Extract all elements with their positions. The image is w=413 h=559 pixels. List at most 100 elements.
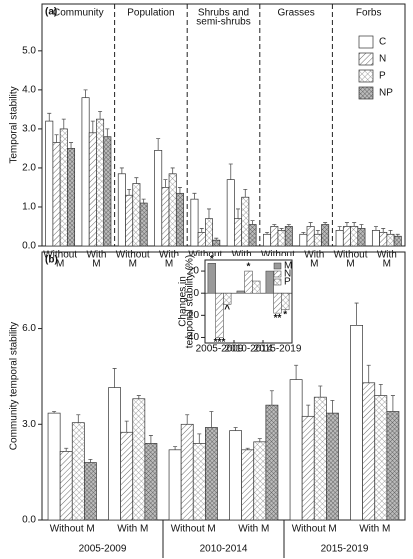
bar: [52, 142, 61, 247]
x-tick-label: Without: [188, 250, 222, 261]
y-tick-label: 0.0: [22, 515, 36, 526]
legend-label: P: [379, 71, 386, 82]
bar: [192, 443, 206, 521]
x-tick-label: M: [56, 259, 64, 270]
y-axis-label: Temporal stability: [9, 86, 20, 163]
error-bar: [177, 187, 182, 194]
error-bar: [76, 414, 81, 423]
bar: [108, 387, 122, 521]
bar: [215, 292, 224, 338]
error-bar: [112, 368, 117, 388]
y-tick-label: -20: [185, 310, 200, 321]
group-label: Population: [127, 8, 174, 19]
error-bar: [294, 364, 299, 380]
error-bar: [199, 228, 204, 233]
plot-frame: [41, 251, 406, 521]
bar: [197, 231, 206, 247]
bar: [357, 228, 366, 247]
error-bar: [98, 110, 103, 120]
bar: [45, 120, 54, 247]
error-bar: [192, 192, 197, 200]
error-bar: [134, 177, 139, 184]
significance-mark: *: [210, 254, 214, 265]
x-tick-label: M: [310, 259, 318, 270]
significance-mark: ^: [224, 304, 230, 315]
bar: [386, 233, 395, 247]
bar: [350, 226, 359, 247]
error-bar: [257, 438, 262, 442]
error-bar: [306, 404, 311, 417]
bar: [252, 280, 261, 294]
error-bar: [233, 427, 238, 431]
bar: [47, 412, 61, 521]
significance-mark: *: [247, 262, 251, 273]
bar: [168, 173, 177, 247]
bar: [248, 224, 257, 247]
error-bar: [197, 433, 202, 444]
error-bar: [245, 447, 250, 450]
bar: [326, 412, 339, 521]
error-bar: [378, 384, 383, 396]
x-tick-label: With M: [238, 524, 269, 535]
legend-swatch: [273, 278, 282, 286]
error-bar: [52, 411, 57, 414]
panel-label: (b): [45, 255, 58, 266]
group-label: Forbs: [356, 8, 382, 19]
bar: [207, 263, 216, 294]
legend-label: P: [284, 277, 291, 288]
error-bar: [330, 399, 335, 414]
x-tick-label: M: [92, 259, 100, 270]
x-tick-label: Without: [334, 250, 368, 261]
error-bar: [148, 435, 153, 444]
x-tick-label: Without: [261, 250, 295, 261]
error-bar: [209, 411, 214, 428]
error-bar: [354, 302, 359, 326]
error-bar: [124, 420, 129, 433]
error-bar: [88, 458, 93, 463]
error-bar: [185, 414, 190, 425]
y-tick-label: 6.0: [22, 323, 36, 334]
bar: [374, 395, 388, 521]
error-bar: [390, 395, 395, 412]
x-tick-label: 2010-2014: [225, 344, 273, 355]
error-bar: [54, 134, 59, 143]
y-axis-label: Community temporal stability: [9, 322, 20, 450]
error-bar: [359, 224, 364, 229]
error-bar: [323, 222, 328, 225]
legend-label: C: [379, 37, 386, 48]
error-bar: [64, 447, 69, 452]
x-tick-label: With: [159, 250, 179, 261]
significance-mark: **: [274, 313, 282, 324]
error-bar: [315, 229, 320, 235]
bar: [59, 451, 73, 521]
error-bar: [214, 237, 219, 241]
bar: [362, 382, 376, 521]
y-tick-label: 3.0: [22, 124, 36, 135]
bar: [241, 196, 250, 247]
error-bar: [250, 220, 255, 225]
error-bar: [318, 385, 323, 398]
bar: [223, 292, 232, 305]
bar: [205, 427, 218, 521]
bar: [321, 224, 330, 247]
bar: [371, 230, 380, 247]
error-bar: [47, 112, 52, 122]
error-bar: [170, 167, 175, 174]
error-bar: [69, 142, 74, 149]
group-label: Shrubs and: [198, 8, 249, 19]
plot-frame: [41, 3, 406, 247]
x-tick-label: With M: [359, 524, 390, 535]
bar: [161, 187, 170, 247]
panel-label: (a): [45, 7, 57, 18]
y-tick-label: 0: [193, 288, 199, 299]
y-tick-label: 5.0: [22, 45, 36, 56]
error-bar: [228, 163, 233, 180]
significance-mark: ***: [214, 337, 226, 348]
bar: [132, 398, 146, 521]
bar: [88, 132, 97, 247]
bar: [277, 230, 286, 247]
bar: [281, 292, 290, 311]
bar: [132, 183, 141, 247]
